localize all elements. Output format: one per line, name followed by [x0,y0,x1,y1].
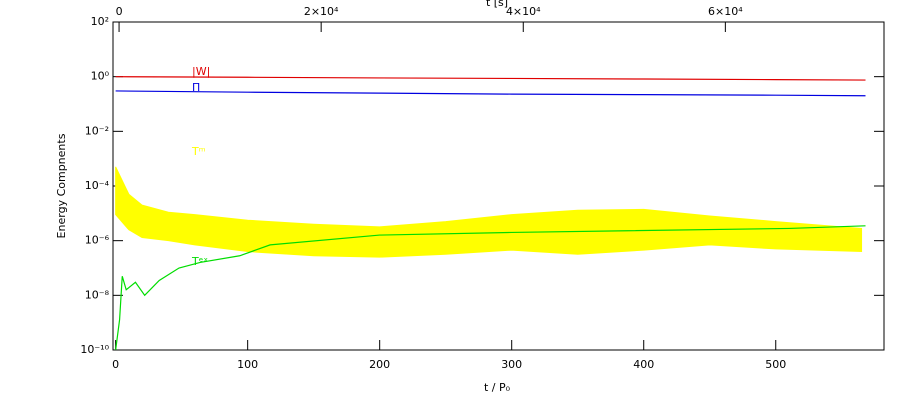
x2-tick-label: 2×10⁴ [304,5,339,18]
x-tick-label: 200 [369,358,390,371]
y-tick-label: 10⁻⁴ [85,179,110,192]
series-line [115,76,866,81]
series-line [115,90,866,97]
y-tick-label: 10² [91,15,109,28]
band-label: Tᵐ [191,145,206,158]
band-area [115,166,863,258]
x2-tick-label: 0 [116,5,123,18]
x-tick-label: 100 [237,358,258,371]
series-line [115,225,866,351]
y-tick-label: 10⁻² [85,124,109,137]
y-tick-label: 10⁻⁸ [85,288,110,301]
x2-axis-title: t [s] [486,0,508,9]
x-tick-label: 500 [765,358,786,371]
y-tick-label: 10⁻¹⁰ [80,343,109,356]
plot-frame [112,21,885,351]
x2-tick-label: 6×10⁴ [708,5,743,18]
x-tick-label: 0 [112,358,119,371]
x-axis-title: t / P₀ [484,381,511,394]
x-tick-label: 400 [633,358,654,371]
x-tick-label: 300 [501,358,522,371]
series-label: Tᵉˣ [191,255,208,268]
y-axis-title: Energy Compnents [55,133,68,238]
x2-tick-label: 4×10⁴ [506,5,541,18]
series-label: Π [192,81,200,94]
series-label: |W| [192,65,210,78]
y-tick-label: 10⁰ [91,70,110,83]
y-tick-label: 10⁻⁶ [85,234,110,247]
